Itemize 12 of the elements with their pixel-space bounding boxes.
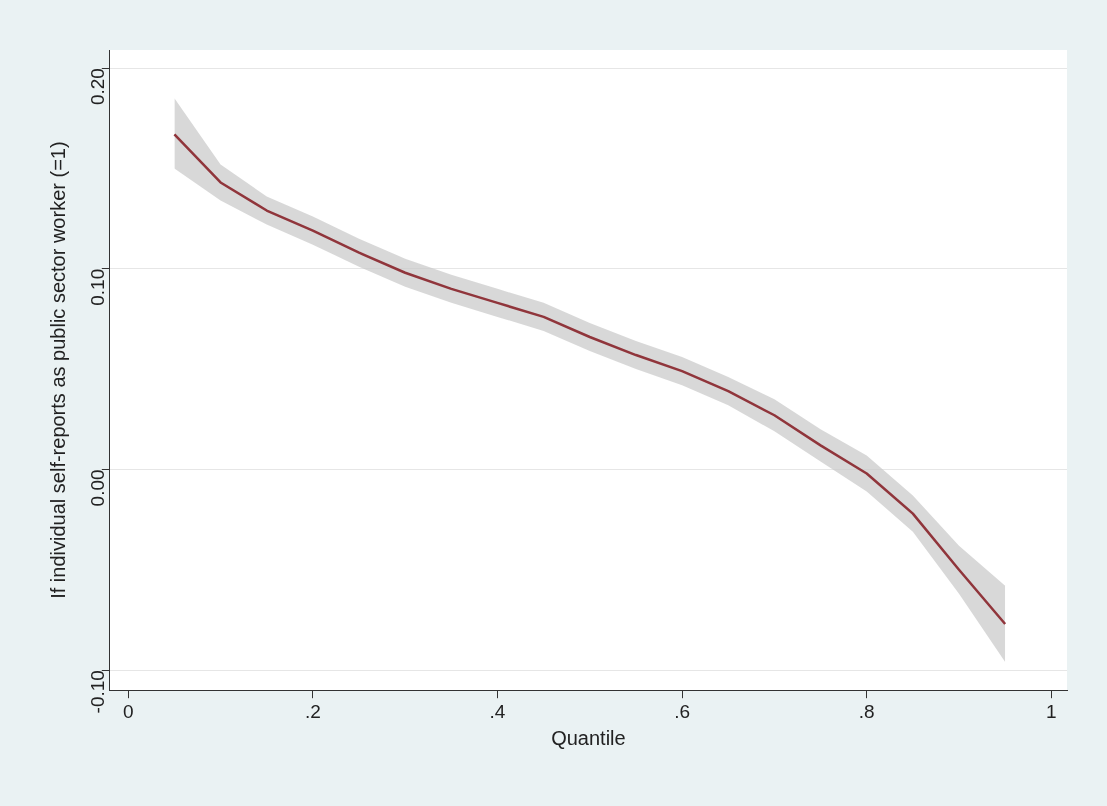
x-tick-label: .8: [858, 700, 875, 722]
y-tick-label: -0.10: [87, 670, 109, 714]
x-axis-title: Quantile: [551, 726, 626, 749]
x-tick-label: 1: [1046, 700, 1057, 722]
y-axis-title: If individual self-reports as public sector worker (=1): [46, 141, 69, 599]
y-tick-label: 0.00: [87, 469, 109, 507]
x-tick-label: .4: [489, 700, 506, 722]
y-tick-label: 0.10: [87, 268, 109, 306]
x-tick-label: 0: [122, 700, 134, 722]
y-tick-label: 0.20: [87, 68, 109, 106]
x-tick-label: .2: [304, 700, 321, 722]
x-tick-label: .6: [674, 700, 691, 722]
